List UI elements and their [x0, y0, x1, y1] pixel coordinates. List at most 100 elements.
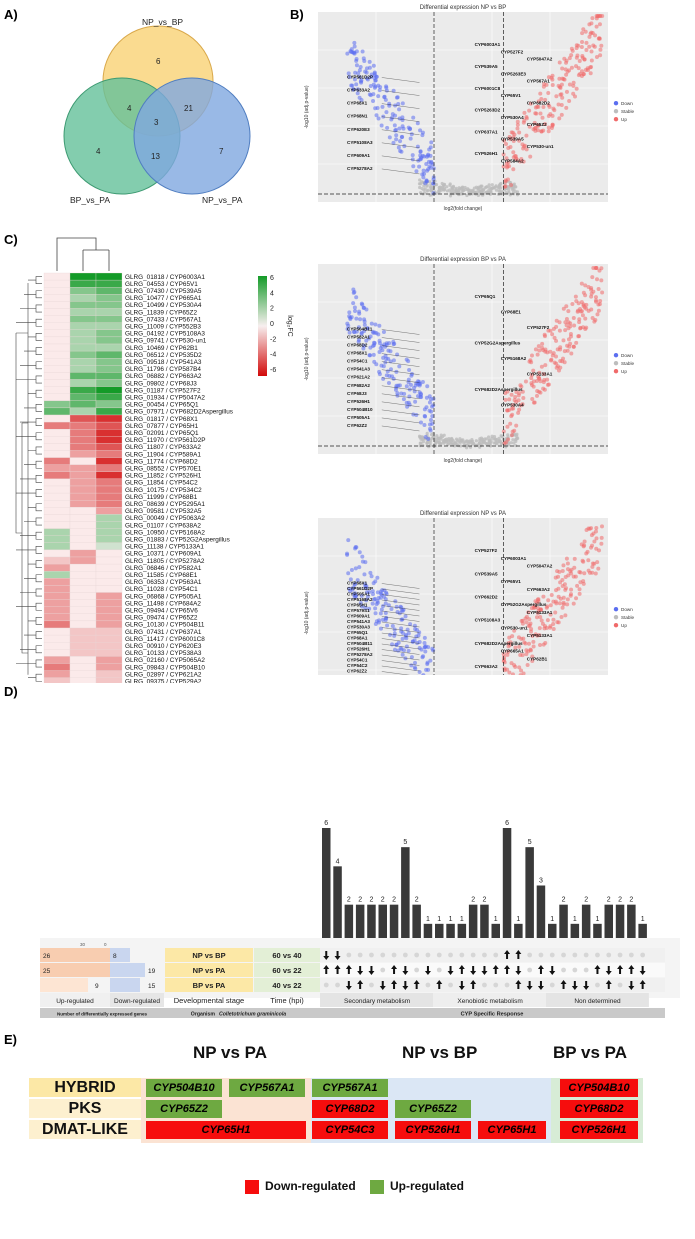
stable-point: [470, 192, 474, 196]
venn-label-np-bp: NP_vs_BP: [142, 17, 183, 27]
heatmap-cell: [43, 571, 71, 579]
up-point: [557, 569, 562, 574]
down-point: [398, 139, 403, 144]
gene-label: CYP567A1: [527, 79, 550, 84]
empty-dot: [414, 952, 420, 958]
down-point: [418, 149, 423, 154]
up-point: [568, 334, 573, 339]
heatmap-cell: [43, 315, 71, 323]
heatmap-cell: [95, 492, 123, 501]
up-point: [502, 138, 507, 143]
down-point: [384, 85, 389, 90]
gene-cell: CYP68D2: [312, 1100, 388, 1118]
up-point: [537, 626, 542, 631]
up-point: [578, 570, 583, 575]
down-point: [425, 384, 430, 389]
down-count-bar: [110, 978, 140, 992]
gene-label: CYP68J3: [347, 391, 367, 396]
up-point: [524, 648, 529, 653]
gene-label: CYP530A4: [501, 115, 524, 120]
stable-point: [490, 434, 494, 438]
down-arrow-icon: [549, 966, 556, 975]
label-leader: [381, 353, 420, 359]
up-arrow-icon: [504, 950, 511, 959]
up-point: [506, 177, 511, 182]
label-leader: [381, 627, 420, 633]
down-point: [347, 586, 352, 591]
down-point: [422, 154, 427, 159]
heatmap-cell: [43, 393, 71, 401]
up-point: [510, 672, 515, 675]
gene-label: CYP54C1: [347, 658, 368, 663]
row-label: GLRG_11774 / CYP68D2: [125, 458, 198, 465]
legend-dot: [613, 369, 619, 374]
upset-bar: [322, 828, 331, 943]
stable-point: [478, 445, 482, 449]
up-point: [509, 661, 514, 666]
gene-label: CYP68A1: [347, 636, 368, 641]
empty-dot: [425, 952, 431, 958]
heatmap-cell: [95, 471, 123, 480]
stable-point: [497, 189, 501, 193]
empty-dot: [425, 982, 431, 988]
down-point: [371, 99, 376, 104]
down-point: [417, 646, 422, 651]
legend-dot: [613, 117, 619, 122]
heatmap-cell: [43, 414, 71, 423]
gene-label: CYP682D2: [527, 100, 550, 105]
stable-point: [434, 440, 439, 444]
up-point: [546, 328, 551, 333]
up-point: [565, 602, 570, 607]
down-point: [356, 71, 361, 76]
up-point: [575, 53, 580, 58]
down-point: [347, 330, 352, 335]
up-point: [509, 182, 514, 187]
up-point: [589, 287, 594, 292]
label-leader: [381, 588, 420, 595]
up-point: [574, 596, 579, 601]
empty-dot: [561, 952, 566, 958]
up-point: [567, 98, 572, 103]
down-point: [408, 382, 413, 387]
gene-label: CYP526H1: [347, 647, 370, 652]
up-point: [591, 531, 596, 536]
up-point: [581, 544, 586, 549]
label-leader: [381, 116, 420, 122]
down-point: [390, 642, 395, 647]
down-point: [353, 545, 358, 550]
row-label: GLRG_01818 / CYP6003A1: [125, 274, 205, 281]
up-point: [543, 347, 548, 352]
down-point: [351, 329, 356, 334]
gene-label: CYP663A2: [475, 664, 498, 669]
gene-label: CYP54C2: [347, 663, 368, 668]
up-point: [524, 116, 529, 121]
gene-cell: CYP65Z2: [146, 1100, 222, 1118]
gene-label: CYP5168A2: [501, 356, 527, 361]
heatmap-cell: [95, 563, 123, 572]
heatmap-cell: [43, 329, 71, 338]
down-point: [383, 610, 388, 615]
up-point: [569, 46, 574, 51]
row-label: GLRG_07433 / CYP567A1: [125, 316, 202, 323]
row-label-hybrid: HYBRID: [29, 1078, 141, 1097]
stable-point: [488, 443, 492, 447]
bar-value: 2: [562, 897, 566, 904]
up-point: [536, 99, 541, 104]
up-point: [594, 526, 599, 531]
up-point: [526, 610, 531, 615]
empty-dot: [436, 967, 442, 973]
up-point: [548, 625, 553, 630]
heatmap-cell: [69, 386, 97, 394]
stable-point: [457, 186, 461, 190]
stable-point: [437, 185, 441, 190]
scale-tick: 0: [104, 942, 107, 947]
gene-label: CYP5278A2: [347, 166, 373, 171]
down-point: [355, 87, 360, 92]
up-point: [590, 16, 595, 21]
stable-point: [490, 183, 494, 187]
down-point: [368, 353, 373, 358]
up-point: [519, 668, 524, 673]
row-label: GLRG_10133 / CYP538A3: [125, 650, 202, 657]
down-count: 15: [148, 983, 156, 990]
down-point: [357, 68, 362, 73]
